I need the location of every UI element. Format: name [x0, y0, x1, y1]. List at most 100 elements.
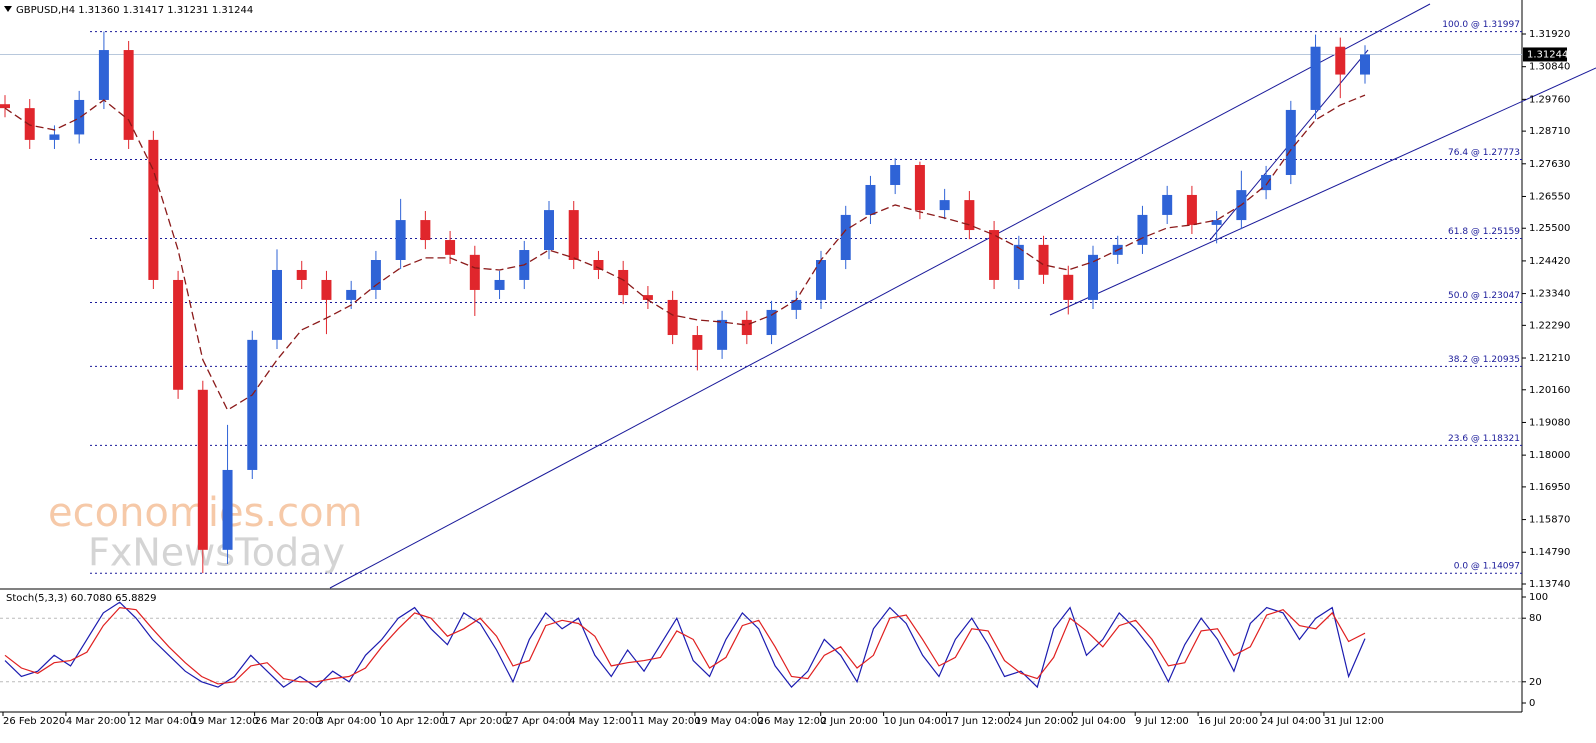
y-tick-label: 1.26550	[1529, 191, 1570, 202]
fib-label: 0.0 @ 1.14097	[1454, 562, 1520, 572]
y-tick-label: 1.30840	[1529, 62, 1570, 73]
y-tick-label: 1.15870	[1529, 515, 1570, 526]
y-tick-label: 1.14790	[1529, 547, 1570, 558]
candle-body	[741, 319, 752, 336]
candle-body	[964, 200, 975, 231]
y-tick-label: 20	[1529, 677, 1542, 688]
candle-body	[593, 259, 604, 270]
fib-label: 50.0 @ 1.23047	[1448, 291, 1520, 301]
candle-body	[222, 469, 233, 550]
candle-body	[1186, 194, 1197, 225]
y-tick-label: 1.21210	[1529, 353, 1570, 364]
fib-label: 23.6 @ 1.18321	[1448, 434, 1520, 444]
x-tick-label: 3 Apr 04:00	[318, 716, 377, 727]
x-tick-label: 4 May 12:00	[569, 716, 631, 727]
y-tick-label: 1.27630	[1529, 159, 1570, 170]
y-tick-label: 100	[1529, 592, 1548, 603]
x-tick-label: 17 Apr 20:00	[443, 716, 508, 727]
x-tick-label: 19 May 04:00	[695, 716, 764, 727]
x-tick-label: 24 Jun 20:00	[1009, 716, 1073, 727]
x-tick-label: 17 Jun 12:00	[947, 716, 1011, 727]
candle-body	[1285, 109, 1296, 175]
candle-body	[74, 99, 85, 135]
x-tick-label: 27 Apr 04:00	[506, 716, 571, 727]
candle-body	[1137, 214, 1148, 245]
last-price-box	[1523, 47, 1567, 62]
x-tick-label: 16 Jul 20:00	[1198, 716, 1258, 727]
candle-body	[816, 259, 826, 300]
candle-body	[544, 210, 554, 251]
candle-body	[296, 269, 307, 280]
candle-body	[717, 319, 728, 350]
candle-body	[865, 184, 876, 215]
y-tick-label: 1.18000	[1529, 450, 1570, 461]
candle-body	[914, 165, 925, 211]
y-tick-label: 1.24420	[1529, 256, 1570, 267]
candle-body	[49, 134, 60, 140]
fib-label: 61.8 @ 1.25159	[1448, 227, 1520, 237]
x-tick-label: 4 Mar 20:00	[66, 716, 126, 727]
last-price-label: 1.31244	[1527, 49, 1568, 60]
x-tick-label: 26 Mar 20:00	[255, 716, 322, 727]
x-tick-label: 31 Jul 12:00	[1324, 716, 1384, 727]
candle-body	[1335, 46, 1346, 75]
x-tick-label: 9 Jul 12:00	[1135, 716, 1189, 727]
fib-label: 76.4 @ 1.27773	[1448, 148, 1520, 158]
candle-body	[0, 104, 10, 109]
candle-body	[395, 220, 406, 260]
y-tick-label: 1.28710	[1529, 126, 1570, 137]
fib-label: 38.2 @ 1.20935	[1448, 355, 1520, 365]
y-tick-label: 1.20160	[1529, 385, 1570, 396]
candle-body	[766, 309, 777, 336]
indicator-title: Stoch(5,3,3) 60.7080 65.8829	[6, 593, 157, 604]
x-tick-label: 12 Mar 04:00	[129, 716, 196, 727]
x-tick-label: 26 May 12:00	[758, 716, 827, 727]
y-tick-label: 80	[1529, 613, 1542, 624]
candle-body	[939, 200, 950, 211]
chart-title: GBPUSD,H4 1.31360 1.31417 1.31231 1.3124…	[16, 5, 253, 16]
candle-body	[1211, 220, 1222, 225]
x-tick-label: 2 Jul 04:00	[1072, 716, 1126, 727]
y-tick-label: 1.16950	[1529, 482, 1570, 493]
x-tick-label: 26 Feb 2020	[3, 716, 65, 727]
candle-body	[1063, 274, 1074, 300]
candle-body	[469, 254, 480, 290]
candle-body	[642, 295, 653, 300]
candle-body	[445, 240, 456, 255]
candle-body	[494, 279, 505, 290]
candle-body	[1360, 54, 1370, 75]
x-tick-label: 10 Jun 04:00	[884, 716, 948, 727]
candle-body	[667, 299, 678, 336]
candle-body	[272, 269, 282, 340]
candle-body	[197, 389, 208, 550]
candle-body	[24, 108, 35, 140]
stoch-line	[4, 601, 1366, 689]
candle-body	[420, 220, 431, 241]
candle-body	[173, 279, 184, 390]
candle-body	[1310, 46, 1321, 110]
x-tick-label: 11 May 20:00	[632, 716, 701, 727]
candle-body	[840, 214, 851, 260]
fib-label: 100.0 @ 1.31997	[1442, 20, 1520, 30]
y-tick-label: 1.22290	[1529, 320, 1570, 331]
y-tick-label: 1.13740	[1529, 579, 1570, 590]
candle-body	[247, 339, 258, 470]
trend-line	[329, 3, 1431, 589]
trend-line	[1049, 67, 1596, 316]
candle-body	[123, 50, 134, 140]
candle-body	[346, 289, 357, 300]
y-tick-label: 1.29760	[1529, 94, 1570, 105]
candle-body	[1088, 254, 1098, 300]
y-tick-label: 1.19080	[1529, 417, 1570, 428]
candle-body	[989, 230, 1000, 280]
x-tick-label: 2 Jun 20:00	[821, 716, 878, 727]
y-tick-label: 0	[1529, 698, 1535, 709]
x-tick-label: 10 Apr 12:00	[380, 716, 445, 727]
candle-body	[692, 335, 703, 350]
candle-body	[370, 259, 381, 290]
candle-body	[321, 279, 332, 300]
candle-body	[618, 269, 629, 296]
candle-body	[1038, 244, 1049, 275]
